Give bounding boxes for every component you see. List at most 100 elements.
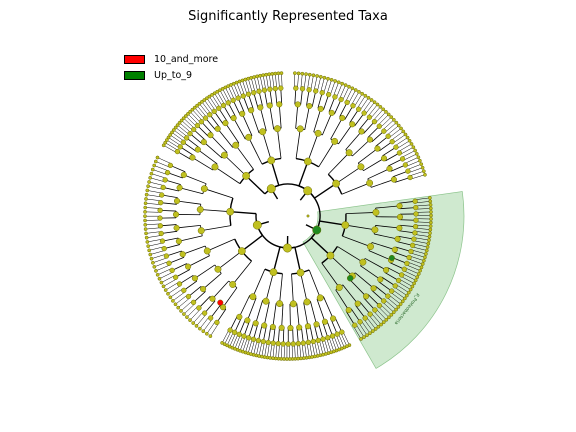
tree-branch: [161, 230, 178, 234]
taxon-node: [258, 73, 263, 78]
taxon-node: [416, 155, 421, 160]
taxon-node: [381, 128, 387, 134]
taxon-node: [377, 276, 384, 283]
tree-branch: [278, 104, 282, 129]
taxon-node: [424, 248, 429, 253]
taxon-node: [170, 130, 174, 135]
tree-branch: [274, 88, 278, 105]
taxon-node: [394, 235, 401, 243]
taxon-node: [149, 256, 154, 261]
taxon-node: [428, 199, 433, 204]
tree-branch: [330, 117, 343, 140]
taxon-node: [163, 288, 168, 292]
taxon-node: [244, 317, 251, 324]
tree-branch: [319, 220, 346, 226]
taxon-node: [144, 235, 149, 240]
tree-branch: [410, 174, 425, 180]
taxon-node: [144, 197, 148, 201]
tree-branch: [367, 294, 380, 306]
tree-branch: [234, 317, 242, 333]
figure-title: Significantly Represented Taxa: [188, 9, 388, 24]
tree-branch: [197, 149, 218, 165]
tree-branch: [223, 105, 232, 120]
taxon-node: [230, 115, 237, 122]
taxon-node: [338, 96, 344, 103]
tree-branch: [363, 157, 385, 172]
tree-branch: [153, 169, 168, 175]
tree-branch: [209, 97, 218, 110]
tree-branch: [242, 81, 248, 95]
tree-branch: [162, 237, 179, 242]
tree-branch: [412, 243, 427, 248]
tree-branch: [342, 87, 349, 101]
tree-branch: [203, 141, 223, 159]
tree-branch: [205, 117, 217, 131]
tree-branch: [146, 223, 161, 225]
tree-branch: [345, 224, 375, 231]
tree-branch: [404, 267, 418, 274]
taxon-node: [143, 201, 148, 206]
taxon-node: [357, 319, 363, 325]
taxon-node: [372, 100, 377, 105]
tree-branch: [399, 207, 416, 210]
taxon-node: [179, 118, 184, 123]
tree-branch: [207, 321, 216, 334]
legend-swatch-red: [124, 54, 145, 64]
taxon-node: [192, 105, 197, 110]
taxon-node: [427, 234, 432, 239]
taxon-node: [168, 295, 173, 300]
tree-branch: [253, 323, 259, 340]
tree-branch: [386, 297, 398, 307]
taxon-node: [325, 334, 331, 341]
tree-branch: [317, 92, 323, 109]
tree-branch: [151, 177, 165, 183]
tree-branch: [197, 106, 207, 118]
taxon-node: [252, 220, 262, 230]
taxon-node: [146, 244, 151, 249]
tree-branch: [189, 133, 203, 145]
taxon-node: [409, 142, 414, 146]
tree-branch: [414, 234, 429, 237]
tree-branch: [345, 131, 362, 150]
taxon-node: [306, 103, 313, 110]
taxon-node: [158, 230, 164, 237]
tree-branch: [371, 290, 385, 302]
tree-branch: [278, 343, 280, 358]
taxon-node: [389, 288, 395, 294]
taxon-node: [429, 210, 433, 214]
taxon-node: [209, 295, 216, 302]
taxon-node: [196, 305, 202, 311]
taxon-node: [383, 266, 390, 274]
tree-branch: [183, 280, 198, 291]
taxon-node: [217, 299, 224, 306]
taxon-node: [190, 107, 195, 112]
tree-branch: [166, 282, 179, 290]
taxon-node: [177, 120, 182, 125]
taxon-node: [144, 231, 148, 236]
tree-branch: [384, 123, 396, 133]
tree-branch: [199, 104, 209, 116]
taxon-node: [189, 154, 196, 161]
taxon-node: [420, 165, 425, 170]
taxon-node: [318, 74, 323, 79]
tree-branch: [322, 322, 329, 338]
tree-branch: [147, 235, 162, 238]
taxon-node: [372, 307, 378, 313]
tree-branch: [382, 120, 394, 131]
tree-branch: [202, 273, 222, 290]
tree-branch: [294, 343, 296, 358]
taxon-node: [329, 333, 336, 339]
taxon-node: [186, 111, 190, 116]
taxon-node: [219, 304, 227, 311]
tree-branch: [218, 108, 228, 122]
taxon-node: [310, 338, 316, 345]
taxon-node: [188, 318, 192, 323]
taxon-node: [368, 331, 372, 336]
taxon-node: [406, 254, 412, 261]
tree-branch: [406, 264, 420, 271]
tree-branch: [149, 242, 163, 247]
tree-branch: [297, 74, 299, 89]
tree-branch: [316, 298, 326, 322]
tree-branch: [398, 235, 414, 240]
tree-branch: [348, 90, 356, 104]
